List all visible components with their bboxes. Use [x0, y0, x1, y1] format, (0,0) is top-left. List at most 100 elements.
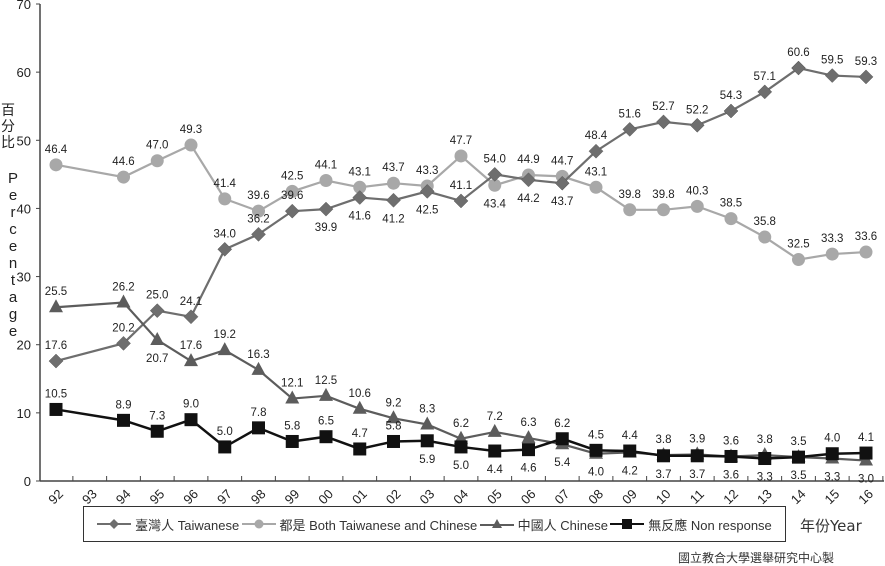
data-point: [218, 192, 232, 206]
y-tick-label: 70: [17, 0, 31, 12]
data-label: 5.8: [284, 420, 300, 432]
data-point: [150, 331, 165, 345]
data-label: 47.7: [450, 135, 472, 147]
data-point: [184, 413, 198, 427]
data-point: [656, 114, 671, 130]
data-label: 39.6: [247, 190, 269, 202]
data-label: 43.1: [349, 166, 371, 178]
data-point: [284, 203, 300, 219]
x-tick-label: 06: [518, 486, 539, 507]
data-label: 3.8: [656, 434, 672, 446]
data-label: 44.6: [112, 156, 134, 168]
data-point: [319, 430, 333, 444]
series-layer: 46.4 44.6 47.0 49.3 41.4 39.6 42.5 44.1 43.1 43.7…: [45, 47, 877, 486]
data-label: 57.1: [754, 71, 776, 83]
data-label: 38.5: [720, 198, 742, 210]
data-point: [454, 440, 468, 454]
data-point: [758, 230, 772, 244]
data-label: 4.1: [858, 432, 874, 444]
legend-item-chinese: 中國人 Chinese: [479, 515, 608, 534]
data-label: 47.0: [146, 140, 168, 152]
data-point: [420, 416, 435, 430]
y-tick-label: 0: [24, 474, 31, 489]
data-label: 24.1: [180, 296, 202, 308]
y-tick-label: 10: [17, 406, 31, 421]
x-tick-label: 98: [248, 486, 269, 507]
data-point: [117, 170, 130, 184]
x-tick-label: 95: [146, 486, 167, 507]
data-label: 39.8: [619, 189, 641, 201]
data-label: 41.2: [382, 213, 404, 225]
data-label: 6.3: [521, 417, 537, 429]
data-label: 3.9: [689, 433, 705, 445]
data-point: [217, 241, 233, 257]
x-tick-label: 01: [349, 486, 370, 507]
legend-label: 都是 Both Taiwanese and Chinese: [279, 517, 478, 533]
data-label: 44.2: [517, 193, 539, 205]
data-label: 59.3: [855, 56, 877, 68]
data-label: 4.7: [352, 428, 368, 440]
data-point: [825, 247, 839, 261]
data-point: [454, 149, 468, 163]
x-tick-label: 11: [687, 487, 707, 507]
data-label: 9.0: [183, 399, 199, 411]
data-label: 12.1: [281, 378, 303, 390]
data-point: [792, 450, 805, 464]
data-point: [150, 424, 164, 438]
data-label: 39.6: [281, 190, 303, 202]
data-label: 17.6: [180, 340, 202, 352]
data-label: 43.3: [416, 165, 438, 177]
data-label: 12.5: [315, 375, 337, 387]
data-point: [657, 203, 670, 217]
data-point: [116, 294, 131, 308]
data-point: [387, 434, 400, 448]
data-point: [319, 387, 333, 401]
data-label: 25.0: [146, 290, 168, 302]
data-label: 54.3: [720, 90, 742, 102]
data-point: [353, 442, 367, 456]
x-tick-label: 97: [214, 486, 235, 507]
data-point: [521, 430, 536, 444]
y-tick-label: 40: [17, 201, 31, 216]
data-point: [521, 172, 536, 188]
data-point: [724, 212, 738, 226]
x-tick-label: 02: [383, 486, 404, 507]
data-point: [723, 103, 739, 119]
data-point: [386, 410, 401, 424]
legend-item-non-response: 無反應 Non response: [610, 515, 772, 534]
data-point: [352, 190, 368, 205]
y-tick-label: 60: [17, 65, 31, 80]
data-label: 16.3: [247, 349, 269, 361]
data-label: 43.4: [484, 198, 507, 210]
data-point: [859, 446, 873, 460]
data-label: 59.5: [821, 55, 843, 67]
data-label: 3.7: [689, 469, 705, 481]
data-label: 60.6: [787, 47, 809, 59]
series-diamond: 17.6 20.2 25.0 24.1 34.0 36.2 39.6 39.9 41.6 41.2…: [45, 47, 877, 369]
data-label: 36.2: [247, 213, 269, 225]
x-tick-label: 10: [653, 486, 674, 507]
x-tick-label: 05: [484, 486, 505, 507]
data-point: [117, 413, 130, 427]
data-point: [690, 449, 704, 463]
data-point: [825, 447, 839, 461]
data-label: 8.3: [419, 403, 435, 415]
data-point: [757, 84, 773, 100]
data-label: 41.1: [450, 180, 472, 192]
data-label: 20.2: [112, 322, 134, 334]
data-point: [184, 138, 198, 152]
x-tick-label: 07: [551, 486, 572, 507]
data-label: 5.8: [386, 420, 402, 432]
data-label: 3.8: [757, 434, 773, 446]
data-point: [622, 122, 638, 137]
data-point: [352, 400, 367, 414]
data-label: 3.6: [723, 435, 739, 447]
data-label: 4.0: [588, 467, 604, 479]
data-label: 17.6: [45, 340, 67, 352]
x-tick-label: 13: [754, 486, 775, 507]
x-tick-label: 14: [788, 486, 809, 507]
data-point: [724, 449, 738, 463]
data-label: 5.9: [419, 454, 435, 466]
